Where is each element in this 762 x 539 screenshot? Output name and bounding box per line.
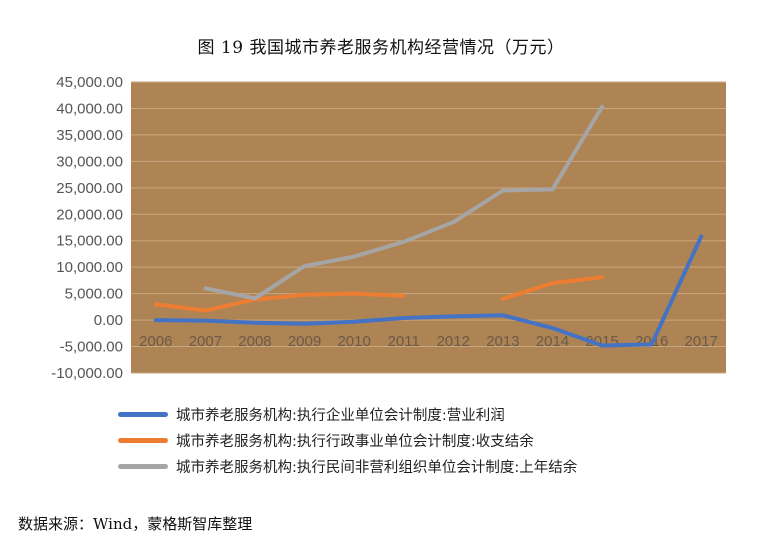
x-tick-label: 2014 <box>536 333 569 350</box>
y-tick-label: 20,000.00 <box>56 206 123 223</box>
y-tick-label: 30,000.00 <box>56 153 123 170</box>
x-tick-label: 2013 <box>486 333 519 350</box>
plot-area <box>131 82 726 373</box>
y-tick-label: 15,000.00 <box>56 233 123 250</box>
y-tick-label: 35,000.00 <box>56 127 123 144</box>
x-tick-label: 2012 <box>437 333 470 350</box>
y-tick-label: -5,000.00 <box>60 339 123 356</box>
y-axis-tick-labels: -10,000.00 -5,000.00 0.00 5,000.00 10,000.00… <box>51 74 123 382</box>
x-tick-label: 2017 <box>685 333 718 350</box>
gridlines <box>131 81 726 374</box>
legend-swatch-series-2 <box>118 438 168 443</box>
legend-item: 城市养老服务机构:执行行政事业单位会计制度:收支结余 <box>118 428 577 453</box>
legend-label: 城市养老服务机构:执行民间非营利组织单位会计制度:上年结余 <box>176 460 578 476</box>
x-tick-label: 2007 <box>189 333 222 350</box>
x-tick-label: 2009 <box>288 333 321 350</box>
legend-item: 城市养老服务机构:执行企业单位会计制度:营业利润 <box>118 402 577 427</box>
legend-label: 城市养老服务机构:执行行政事业单位会计制度:收支结余 <box>176 434 534 450</box>
y-tick-label: 0.00 <box>94 312 123 329</box>
y-tick-label: 25,000.00 <box>56 180 123 197</box>
x-tick-label: 2006 <box>139 333 172 350</box>
source-note: 数据来源：Wind，蒙格斯智库整理 <box>18 515 253 533</box>
legend: 城市养老服务机构:执行企业单位会计制度:营业利润 城市养老服务机构:执行行政事业… <box>118 402 577 480</box>
series-line-2 <box>500 275 604 301</box>
x-tick-label: 2011 <box>388 333 420 350</box>
x-tick-label: 2010 <box>337 333 370 350</box>
legend-item: 城市养老服务机构:执行民间非营利组织单位会计制度:上年结余 <box>118 454 577 479</box>
x-tick-label: 2008 <box>238 333 271 350</box>
legend-swatch-series-3 <box>118 464 168 469</box>
chart-title: 图 19 我国城市养老服务机构经营情况（万元） <box>197 38 565 58</box>
y-tick-label: 40,000.00 <box>56 100 123 117</box>
legend-swatch-series-1 <box>118 412 168 417</box>
legend-label: 城市养老服务机构:执行企业单位会计制度:营业利润 <box>176 408 505 424</box>
y-tick-label: -10,000.00 <box>51 365 123 382</box>
x-axis-tick-labels: 2006 2007 2008 2009 2010 2011 2012 2013 2014 2015… <box>139 333 718 350</box>
series-lines <box>153 104 704 348</box>
series-line-2 <box>153 291 406 313</box>
series-line-3 <box>203 104 604 301</box>
y-tick-label: 45,000.00 <box>56 74 123 91</box>
series-line-1 <box>153 234 704 348</box>
y-tick-label: 10,000.00 <box>56 259 123 276</box>
y-tick-label: 5,000.00 <box>65 286 123 303</box>
